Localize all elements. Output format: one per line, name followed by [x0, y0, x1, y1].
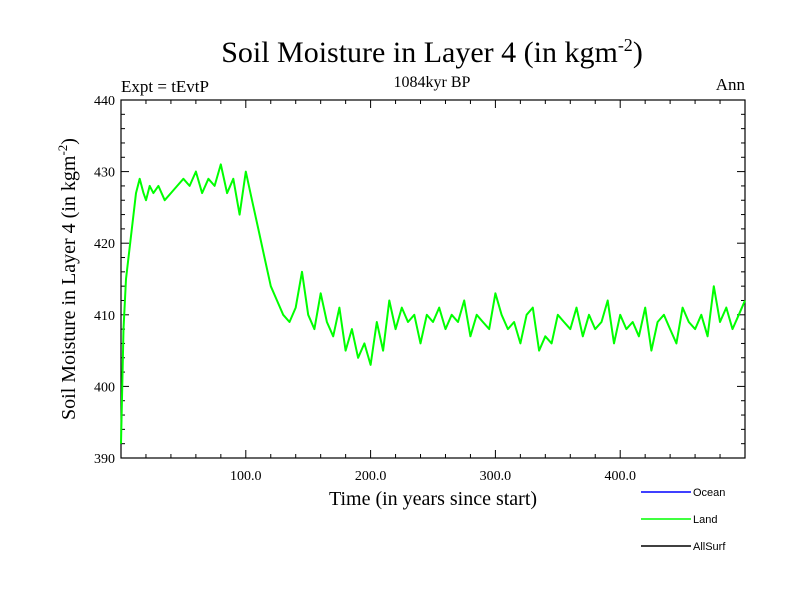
y-tick-label: 400 [94, 380, 115, 395]
season-label: Ann [716, 75, 746, 94]
y-tick-label: 440 [94, 94, 115, 109]
x-tick-label: 200.0 [355, 469, 387, 484]
legend-label-allsurf: AllSurf [693, 541, 726, 553]
legend: Ocean Land AllSurf [641, 487, 726, 553]
chart-title: Soil Moisture in Layer 4 (in kgm-2) [221, 35, 643, 69]
legend-label-ocean: Ocean [693, 487, 725, 499]
x-tick-label: 300.0 [480, 469, 512, 484]
legend-label-land: Land [693, 514, 717, 526]
x-axis-label: Time (in years since start) [329, 488, 537, 510]
y-tick-labels: 390 400 410 420 430 440 [94, 94, 115, 467]
y-tick-label: 410 [94, 309, 115, 324]
y-tick-label: 420 [94, 237, 115, 252]
axis-ticks [120, 99, 746, 459]
y-tick-label: 430 [94, 166, 115, 181]
series-line-land [120, 163, 746, 444]
y-tick-label: 390 [94, 452, 115, 467]
x-tick-label: 400.0 [604, 469, 636, 484]
experiment-label: Expt = tEvtP [121, 77, 209, 96]
plot-frame [120, 99, 746, 459]
x-tick-label: 100.0 [230, 469, 262, 484]
period-label: 1084kyr BP [394, 74, 471, 91]
y-axis-label: Soil Moisture in Layer 4 (in kgm-2) [55, 138, 80, 420]
x-tick-labels: 100.0 200.0 300.0 400.0 [230, 469, 636, 484]
